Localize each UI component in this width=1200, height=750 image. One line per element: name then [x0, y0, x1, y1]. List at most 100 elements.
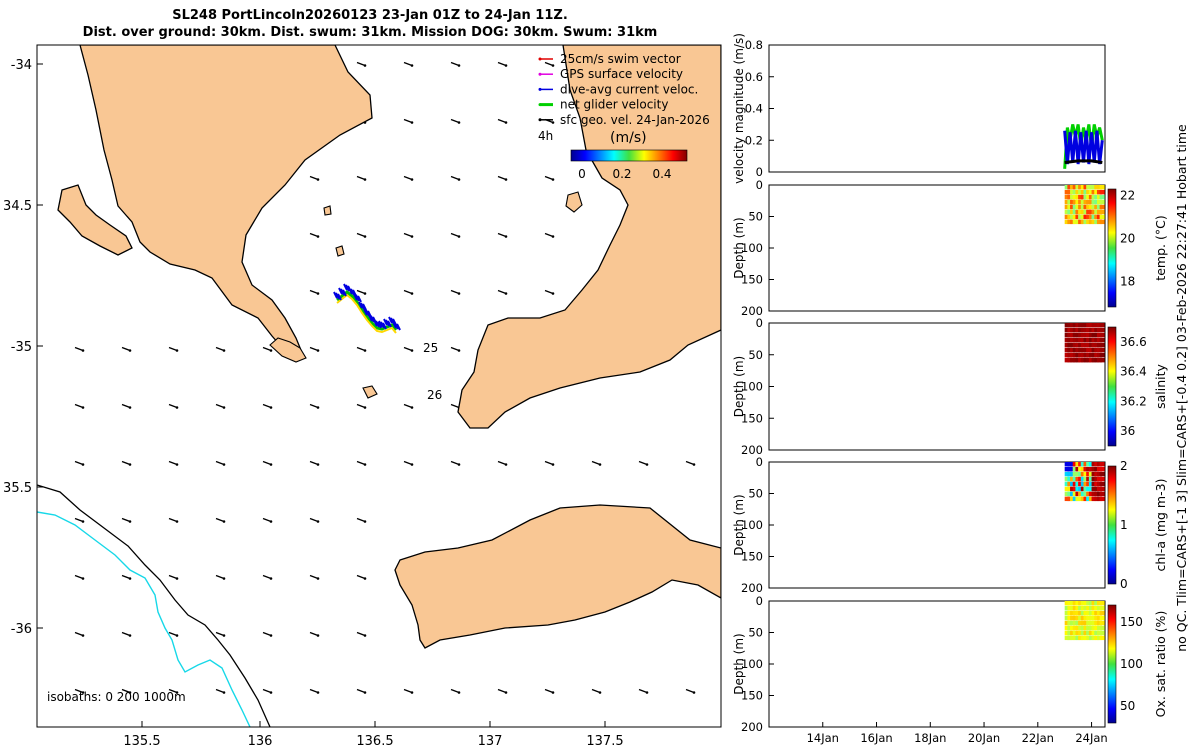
profile-point	[1072, 337, 1078, 343]
profile-point	[1072, 635, 1078, 641]
profile-point	[1075, 347, 1081, 353]
profile-point	[1064, 630, 1070, 636]
profile-point	[1067, 214, 1073, 220]
profile-point	[1070, 204, 1076, 210]
profile-point	[1078, 342, 1084, 348]
y-tick-label: 150	[741, 273, 763, 287]
profile-point	[1091, 481, 1097, 487]
vector-arrow	[309, 232, 319, 238]
profile-point	[1075, 625, 1081, 631]
profile-point	[1086, 496, 1092, 502]
velocity-series-line	[1064, 159, 1103, 164]
profile-point	[1096, 219, 1102, 225]
time-tick-label: 14Jan	[807, 731, 839, 745]
profile-point	[1083, 476, 1089, 482]
profile-point	[1064, 189, 1070, 195]
map-y-tick-label: -35	[11, 340, 32, 355]
profile-point	[1099, 219, 1105, 225]
vector-arrow	[497, 118, 507, 124]
current-vector	[358, 301, 363, 309]
vector-arrow	[685, 460, 695, 466]
profile-point	[1078, 625, 1084, 631]
profile-point	[1080, 209, 1086, 215]
panel-2: 0 50 100 150 200 Depth (m) 18 20 22 temp. (°C)	[732, 178, 1168, 318]
vector-arrow	[403, 232, 413, 238]
profile-point	[1070, 625, 1076, 631]
vector-arrow	[497, 688, 507, 694]
colorbar-tick-label: 1	[1120, 518, 1128, 532]
profile-point	[1099, 347, 1105, 353]
profile-point	[1067, 204, 1073, 210]
profile-point	[1067, 185, 1073, 190]
profile-point	[1094, 214, 1100, 220]
profile-point	[1070, 466, 1076, 472]
profile-point	[1067, 332, 1073, 338]
profile-point	[1083, 471, 1089, 477]
vector-arrow	[403, 346, 413, 352]
profile-point	[1099, 189, 1105, 195]
profile-point	[1080, 185, 1086, 190]
vector-arrow	[356, 403, 366, 409]
profile-point	[1080, 214, 1086, 220]
profile-point	[1070, 214, 1076, 220]
y-tick-label: 50	[748, 626, 763, 640]
profile-point	[1091, 323, 1097, 328]
profile-point	[1094, 194, 1100, 200]
map-colorbar-tick: 0.2	[612, 167, 631, 181]
current-vector	[357, 295, 362, 303]
profile-point	[1099, 471, 1105, 477]
profile-point	[1099, 491, 1105, 497]
y-tick-label: 200	[741, 304, 763, 318]
profile-point	[1088, 471, 1094, 477]
profile-point	[1064, 496, 1070, 502]
profile-point	[1075, 481, 1081, 487]
profile-point	[1080, 342, 1086, 348]
profile-point	[1075, 601, 1081, 606]
profile-point	[1099, 466, 1105, 472]
vector-arrow	[450, 346, 460, 352]
profile-point	[1072, 471, 1078, 477]
profile-point	[1078, 199, 1084, 205]
vector-arrow	[544, 688, 554, 694]
profile-point	[1067, 347, 1073, 353]
profile-point	[1086, 615, 1092, 621]
profile-point	[1091, 214, 1097, 220]
y-tick-label: 0	[756, 455, 763, 469]
y-tick-label: 50	[748, 210, 763, 224]
current-vector	[388, 316, 393, 324]
profile-point	[1070, 194, 1076, 200]
profile-point	[1099, 481, 1105, 487]
y-tick-label: 200	[741, 443, 763, 457]
profile-point	[1078, 214, 1084, 220]
profile-point	[1078, 496, 1084, 502]
vector-arrow	[356, 175, 366, 181]
vector-arrow	[450, 61, 460, 67]
profile-point	[1080, 635, 1086, 641]
vector-arrow	[309, 574, 319, 580]
profile-point	[1064, 347, 1070, 353]
profile-point	[1088, 601, 1094, 606]
profile-point	[1067, 605, 1073, 611]
current-vector	[348, 287, 353, 295]
profile-point	[1072, 189, 1078, 195]
profile-point	[1075, 332, 1081, 338]
profile-point	[1086, 204, 1092, 210]
colorbar-label: temp. (°C)	[1153, 215, 1168, 280]
profile-point	[1067, 625, 1073, 631]
profile-point	[1080, 466, 1086, 472]
current-vector	[380, 321, 385, 329]
profile-point	[1088, 486, 1094, 492]
profile-point	[1072, 610, 1078, 616]
profile-point	[1067, 491, 1073, 497]
profile-point	[1067, 496, 1073, 502]
profile-point	[1096, 332, 1102, 338]
profile-point	[1099, 496, 1105, 502]
vector-arrow	[497, 232, 507, 238]
panel-4: 0 50 100 150 200 Depth (m) 0 1 2 chl-a (mg m-3)	[732, 455, 1168, 595]
vector-arrow	[544, 232, 554, 238]
colorbar-tick-label: 100	[1120, 657, 1143, 671]
profile-point	[1080, 476, 1086, 482]
profile-point	[1088, 185, 1094, 190]
profile-point	[1078, 337, 1084, 343]
profile-point	[1088, 194, 1094, 200]
